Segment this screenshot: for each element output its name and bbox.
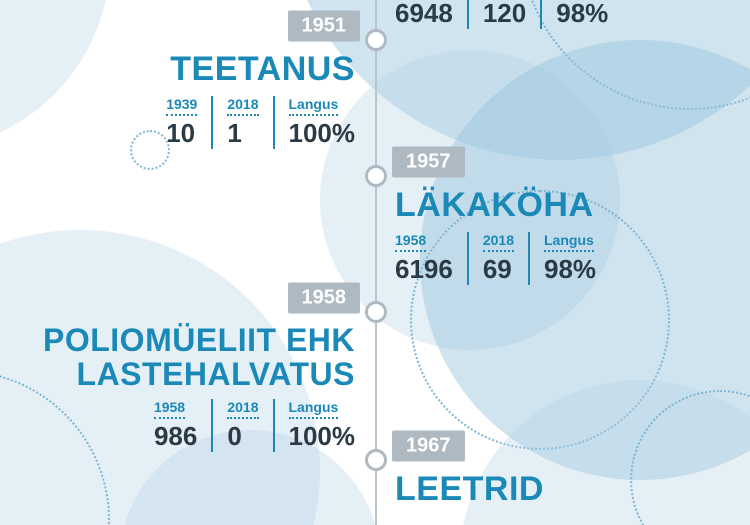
stat-cell: 20180 [211,399,272,452]
stat-cell: 120 [467,0,540,29]
disease-entry: TEETANUS19391020181Langus100% [25,52,355,149]
stat-label: 1958 [395,232,426,252]
stat-cell: Langus98% [528,232,596,285]
stat-value: 98% [556,0,608,28]
disease-entry: LÄKAKÖHA19586196201869Langus98% [395,188,725,285]
stat-cell: 1958986 [154,399,211,452]
stat-cell: Langus100% [273,96,356,149]
stats-row: 6948 120 98% [395,0,608,29]
timeline-node [365,165,387,187]
entry-partial-top: 6948 120 98% [395,0,725,29]
disease-entry: POLIOMÜELIIT EHK LASTEHALVATUS1958986201… [25,324,355,452]
year-badge: 1967 [392,431,465,462]
timeline-axis [375,0,377,525]
disease-title: LÄKAKÖHA [395,188,725,224]
stat-value: 6948 [395,0,453,28]
stat-value: 69 [483,254,512,284]
stat-value: 10 [166,118,195,148]
stat-label: Langus [289,96,339,116]
stat-value: 0 [227,421,241,451]
disease-title: LEETRID [395,472,725,508]
stat-cell: 19586196 [395,232,467,285]
stats-row: 195898620180Langus100% [154,399,355,452]
stat-value: 6196 [395,254,453,284]
stats-row: 19391020181Langus100% [166,96,355,149]
stat-label: 2018 [483,232,514,252]
timeline-node [365,301,387,323]
year-badge: 1951 [288,11,361,42]
stat-value: 1 [227,118,241,148]
stat-cell: 201869 [467,232,528,285]
stat-label: Langus [544,232,594,252]
timeline-node [365,29,387,51]
disease-title: TEETANUS [25,52,355,88]
stats-row: 19586196201869Langus98% [395,232,596,285]
disease-entry: LEETRID [395,472,725,508]
stat-label: Langus [289,399,339,419]
stat-cell: 6948 [395,0,467,29]
stat-value: 986 [154,421,197,451]
disease-title: POLIOMÜELIIT EHK LASTEHALVATUS [25,324,355,391]
stat-value: 120 [483,0,526,28]
stat-cell: 98% [540,0,608,29]
stat-label: 1939 [166,96,197,116]
stat-value: 98% [544,254,596,284]
stat-value: 100% [289,118,356,148]
year-badge: 1958 [288,283,361,314]
stat-cell: 193910 [166,96,211,149]
stat-value: 100% [289,421,356,451]
stat-label: 1958 [154,399,185,419]
stat-cell: 20181 [211,96,272,149]
stat-label: 2018 [227,399,258,419]
timeline-node [365,449,387,471]
year-badge: 1957 [392,147,465,178]
stat-label: 2018 [227,96,258,116]
stat-cell: Langus100% [273,399,356,452]
